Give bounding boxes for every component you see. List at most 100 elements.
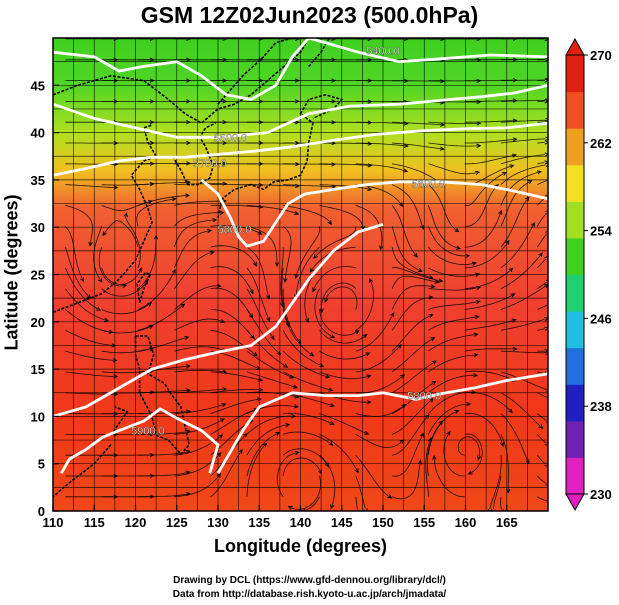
streamline	[282, 448, 329, 467]
streamline-arrow	[544, 57, 548, 62]
streamline-arrow	[467, 470, 473, 475]
streamline	[210, 449, 243, 498]
streamline-arrow	[446, 430, 451, 436]
streamline-arrow	[545, 481, 548, 486]
streamline	[489, 455, 502, 509]
streamline-arrow	[279, 302, 285, 308]
streamline	[536, 233, 547, 248]
coastline	[217, 93, 344, 218]
streamline	[500, 413, 530, 464]
streamline	[288, 475, 322, 510]
x-tick-label: 155	[413, 515, 435, 530]
colorbar-segment	[566, 201, 584, 239]
streamline-arrow	[430, 284, 436, 289]
streamline	[391, 360, 437, 394]
streamline-arrow	[417, 459, 423, 465]
streamline	[174, 318, 225, 331]
streamline	[537, 162, 545, 165]
streamline-arrow	[354, 468, 359, 474]
streamline-arrow	[309, 267, 315, 273]
streamline	[391, 337, 435, 373]
streamline	[493, 475, 502, 509]
streamline	[464, 138, 517, 144]
streamline	[355, 142, 408, 147]
streamline	[500, 154, 545, 165]
streamline-arrow	[209, 250, 215, 255]
colorbar-segment	[566, 55, 584, 93]
streamline	[426, 420, 443, 477]
coastlines	[53, 38, 344, 511]
streamline	[500, 180, 532, 227]
streamline-arrow	[476, 99, 482, 105]
streamline-arrow	[465, 253, 471, 259]
streamline-arrow	[285, 322, 290, 328]
streamline-arrow	[313, 254, 318, 259]
streamline-arrow	[266, 294, 271, 300]
streamline	[500, 99, 546, 102]
streamline	[324, 286, 358, 310]
streamline-arrow	[428, 295, 434, 300]
streamline-arrow	[362, 333, 368, 339]
streamline	[500, 164, 546, 185]
streamline	[433, 455, 465, 498]
streamline	[282, 309, 314, 357]
streamline	[312, 265, 356, 292]
streamline	[319, 309, 359, 336]
streamline-arrow	[171, 268, 176, 274]
streamline	[283, 205, 332, 225]
streamline-arrow	[180, 303, 186, 309]
streamline-arrow	[544, 348, 548, 354]
streamline	[537, 328, 545, 331]
streamline	[125, 213, 141, 269]
streamline-arrow	[432, 360, 437, 365]
streamline-arrow	[400, 374, 406, 379]
streamline	[428, 410, 459, 456]
streamline	[210, 329, 258, 357]
streamline	[428, 403, 471, 435]
y-tick-label: 35	[31, 173, 45, 188]
height-contour	[53, 38, 548, 101]
streamline-arrow	[186, 388, 191, 393]
streamline-arrow	[536, 170, 542, 175]
streamline-arrow	[530, 222, 535, 228]
streamline	[280, 247, 284, 307]
streamline-arrow	[474, 314, 480, 320]
streamline-arrow	[432, 454, 437, 460]
streamline	[428, 246, 476, 265]
streamline	[464, 100, 517, 102]
coastline	[134, 335, 190, 456]
streamline	[500, 350, 546, 354]
streamline	[355, 205, 383, 250]
grid-lines	[53, 38, 548, 511]
streamline-arrow	[220, 418, 226, 423]
streamline-arrow	[98, 277, 103, 283]
streamline	[319, 163, 372, 166]
streamline	[210, 388, 263, 394]
contour-label: 5800.0	[218, 224, 252, 236]
streamline	[138, 471, 190, 477]
streamline	[210, 266, 254, 294]
streamline	[355, 404, 406, 417]
streamline-arrow	[512, 98, 518, 103]
streamline	[101, 267, 142, 285]
streamline	[391, 226, 422, 272]
y-tick-label: 0	[38, 504, 45, 519]
streamline	[428, 316, 479, 331]
streamline-arrow	[252, 261, 257, 267]
colorbar-segment	[566, 311, 584, 349]
colorbar-top-arrow	[565, 37, 585, 56]
streamline	[464, 210, 502, 248]
streamline	[305, 496, 320, 511]
streamline-arrow	[512, 137, 518, 142]
streamline	[65, 267, 101, 311]
streamline-arrow	[137, 267, 142, 273]
streamline-arrow	[403, 168, 409, 173]
streamline-arrow	[218, 434, 224, 439]
streamline-arrow	[185, 193, 191, 198]
colorbar-segment	[566, 274, 584, 312]
streamline	[174, 346, 226, 352]
streamline-arrow	[471, 261, 477, 266]
streamline-arrow	[243, 432, 248, 438]
streamline	[138, 162, 190, 165]
x-tick-label: 140	[290, 515, 312, 530]
